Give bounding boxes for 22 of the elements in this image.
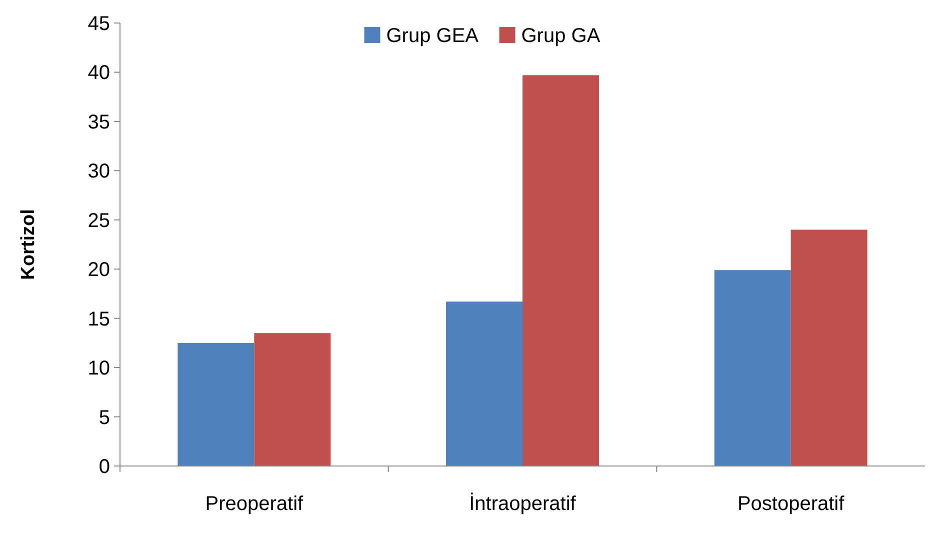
- y-tick-label: 45: [88, 13, 110, 35]
- bar: [714, 270, 791, 466]
- y-tick-label: 25: [88, 210, 110, 232]
- legend-label: Grup GA: [521, 25, 601, 47]
- bar: [446, 302, 522, 466]
- y-tick-label: 40: [88, 62, 110, 84]
- y-tick-label: 30: [88, 160, 110, 183]
- x-tick-label: Postoperatif: [737, 493, 845, 515]
- x-tick-label: Preoperatif: [205, 493, 304, 515]
- y-tick-label: 35: [88, 111, 110, 134]
- y-tick-label: 20: [88, 259, 110, 282]
- y-tick-label: 15: [88, 308, 110, 330]
- legend-label: Grup GEA: [386, 25, 480, 47]
- bar: [254, 333, 331, 466]
- bar: [790, 230, 868, 466]
- bar: [522, 75, 599, 466]
- y-tick-label: 0: [98, 456, 110, 478]
- y-tick-label: 5: [98, 406, 110, 429]
- y-tick-label: 10: [88, 358, 110, 380]
- x-tick-label: İntraoperatif: [469, 492, 576, 515]
- bar: [178, 342, 254, 466]
- y-axis-title: Kortizol: [18, 209, 39, 280]
